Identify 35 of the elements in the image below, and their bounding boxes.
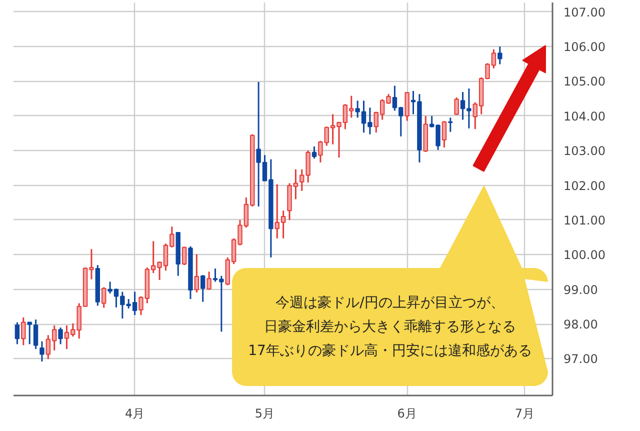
candlestick (448, 116, 453, 133)
annotation: 17年ぶりの豪ドル高・円安には違和感がある (248, 342, 532, 359)
y-tick-label: 104.00 (564, 109, 606, 124)
x-tick-label: 6月 (397, 406, 417, 420)
candlestick (58, 326, 63, 345)
candlestick (200, 274, 206, 303)
candlestick (21, 316, 26, 346)
candlestick (454, 96, 459, 116)
annotation: 日豪金利差から大きく乖離する形となる (264, 318, 516, 335)
candlestick (14, 322, 20, 345)
candlestick (404, 91, 410, 122)
x-tick-label: 4月 (124, 406, 145, 420)
candlestick (40, 340, 44, 362)
candlestick (194, 254, 200, 294)
y-tick-label: 106.00 (564, 40, 606, 54)
y-tick-label: 100.00 (564, 248, 606, 262)
y-tick-label: 102.00 (564, 178, 606, 193)
candlestick (442, 120, 447, 148)
x-tick-label: 7月 (514, 406, 534, 420)
annotation: 今週は豪ドル/円の上昇が目立つが、 (276, 294, 504, 311)
candlestick (33, 318, 38, 350)
y-tick-label: 101.00 (564, 213, 606, 228)
y-tick-label: 98.00 (564, 318, 598, 332)
y-tick-label: 99.00 (564, 282, 598, 297)
candlestick (182, 246, 187, 266)
y-tick-label: 103.00 (564, 144, 606, 158)
y-tick-label: 107.00 (564, 5, 606, 20)
candlestick (27, 322, 32, 345)
candlestick (498, 46, 502, 65)
y-tick-label: 105.00 (564, 74, 606, 89)
candlestick (101, 286, 106, 308)
candlestick (206, 270, 212, 290)
candlestick (312, 146, 317, 160)
x-tick-label: 5月 (254, 406, 275, 420)
y-tick-label: 97.00 (564, 352, 598, 366)
